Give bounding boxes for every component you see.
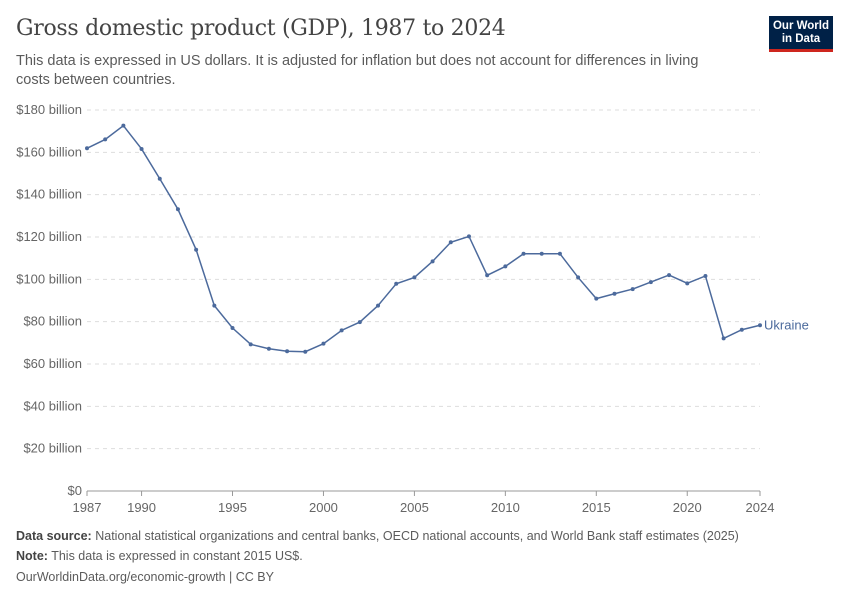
owid-logo[interactable]: Our World in Data (769, 16, 833, 52)
data-point (448, 240, 453, 245)
y-tick-label: $20 billion (23, 441, 82, 456)
data-point (121, 123, 126, 128)
source-link[interactable]: OurWorldinData.org/economic-growth | CC … (16, 570, 274, 584)
data-point (539, 251, 544, 256)
data-point (339, 328, 344, 333)
data-point (648, 280, 653, 285)
y-tick-label: $0 (68, 483, 82, 498)
data-point (85, 146, 89, 151)
data-point (721, 336, 726, 341)
x-tick-label: 2000 (309, 500, 338, 515)
data-point (703, 273, 708, 278)
data-point (412, 275, 417, 280)
data-source: Data source: National statistical organi… (16, 529, 739, 543)
y-tick-label: $180 billion (16, 102, 82, 117)
data-point (503, 264, 508, 269)
x-tick-label: 1995 (218, 500, 247, 515)
x-tick-label: 2010 (491, 500, 520, 515)
note: Note: This data is expressed in constant… (16, 549, 303, 563)
data-point (357, 320, 362, 325)
data-point (557, 251, 562, 256)
x-tick-label: 1987 (73, 500, 102, 515)
series-label: Ukraine (764, 317, 809, 332)
data-point (248, 342, 253, 347)
y-tick-label: $100 billion (16, 271, 82, 286)
data-point (303, 349, 308, 354)
data-point (667, 273, 672, 278)
data-point (230, 326, 235, 331)
chart-subtitle: This data is expressed in US dollars. It… (16, 53, 699, 88)
y-tick-label: $80 billion (23, 314, 82, 329)
data-point (212, 303, 217, 308)
data-point (103, 137, 108, 142)
data-point (630, 287, 635, 292)
x-tick-label: 2015 (582, 500, 611, 515)
data-point (285, 349, 290, 354)
data-point (576, 275, 581, 280)
x-tick-label: 2005 (400, 500, 429, 515)
data-point (485, 273, 490, 278)
data-point (430, 259, 435, 264)
y-tick-label: $160 billion (16, 144, 82, 159)
data-point (194, 247, 199, 252)
data-point (594, 296, 599, 301)
y-tick-label: $140 billion (16, 187, 82, 202)
series-line (86, 124, 761, 353)
data-point (521, 251, 526, 256)
y-tick-label: $40 billion (23, 398, 82, 413)
data-point (466, 234, 471, 239)
data-point (376, 303, 381, 308)
data-point (321, 341, 326, 346)
y-tick-label: $120 billion (16, 229, 82, 244)
data-point (266, 346, 271, 351)
x-tick-label: 2020 (673, 500, 702, 515)
chart-title: Gross domestic product (GDP), 1987 to 20… (16, 16, 506, 41)
data-point (612, 291, 617, 296)
data-point (139, 146, 144, 151)
data-point (685, 281, 690, 286)
x-tick-label: 1990 (127, 500, 156, 515)
x-tick-label: 2024 (746, 500, 775, 515)
data-point (175, 207, 180, 212)
data-point (157, 176, 162, 181)
data-point (758, 323, 762, 328)
y-tick-label: $60 billion (23, 356, 82, 371)
data-point (739, 327, 744, 332)
data-point (394, 281, 399, 286)
